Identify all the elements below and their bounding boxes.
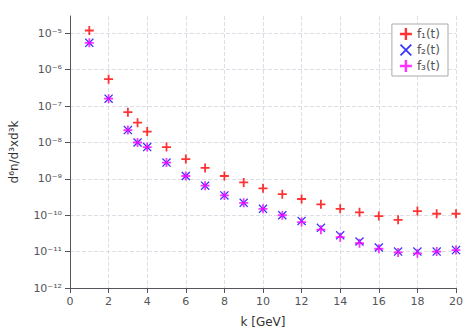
svg-text:4: 4	[144, 295, 151, 308]
svg-text:18: 18	[410, 295, 424, 308]
svg-text:20: 20	[449, 295, 463, 308]
svg-text:10⁻⁹: 10⁻⁹	[38, 172, 62, 185]
svg-text:k [GeV]: k [GeV]	[240, 315, 285, 329]
svg-text:f₃(t): f₃(t)	[417, 59, 440, 73]
svg-text:0: 0	[67, 295, 74, 308]
svg-text:10⁻¹²: 10⁻¹²	[33, 282, 62, 295]
svg-text:10⁻⁵: 10⁻⁵	[38, 27, 62, 40]
svg-text:10⁻¹⁰: 10⁻¹⁰	[33, 209, 62, 222]
svg-text:8: 8	[221, 295, 228, 308]
svg-text:10⁻¹¹: 10⁻¹¹	[33, 245, 62, 258]
svg-text:10: 10	[256, 295, 270, 308]
svg-text:2: 2	[105, 295, 112, 308]
svg-text:10⁻⁸: 10⁻⁸	[38, 136, 63, 149]
svg-text:d⁶n/d³xd³k: d⁶n/d³xd³k	[7, 120, 21, 183]
svg-text:14: 14	[333, 295, 347, 308]
svg-text:10⁻⁷: 10⁻⁷	[38, 100, 62, 113]
svg-text:f₁(t): f₁(t)	[417, 27, 440, 41]
svg-text:12: 12	[295, 295, 309, 308]
svg-text:f₂(t): f₂(t)	[417, 43, 440, 57]
svg-text:10⁻⁶: 10⁻⁶	[38, 63, 63, 76]
svg-text:16: 16	[372, 295, 386, 308]
svg-text:6: 6	[182, 295, 189, 308]
